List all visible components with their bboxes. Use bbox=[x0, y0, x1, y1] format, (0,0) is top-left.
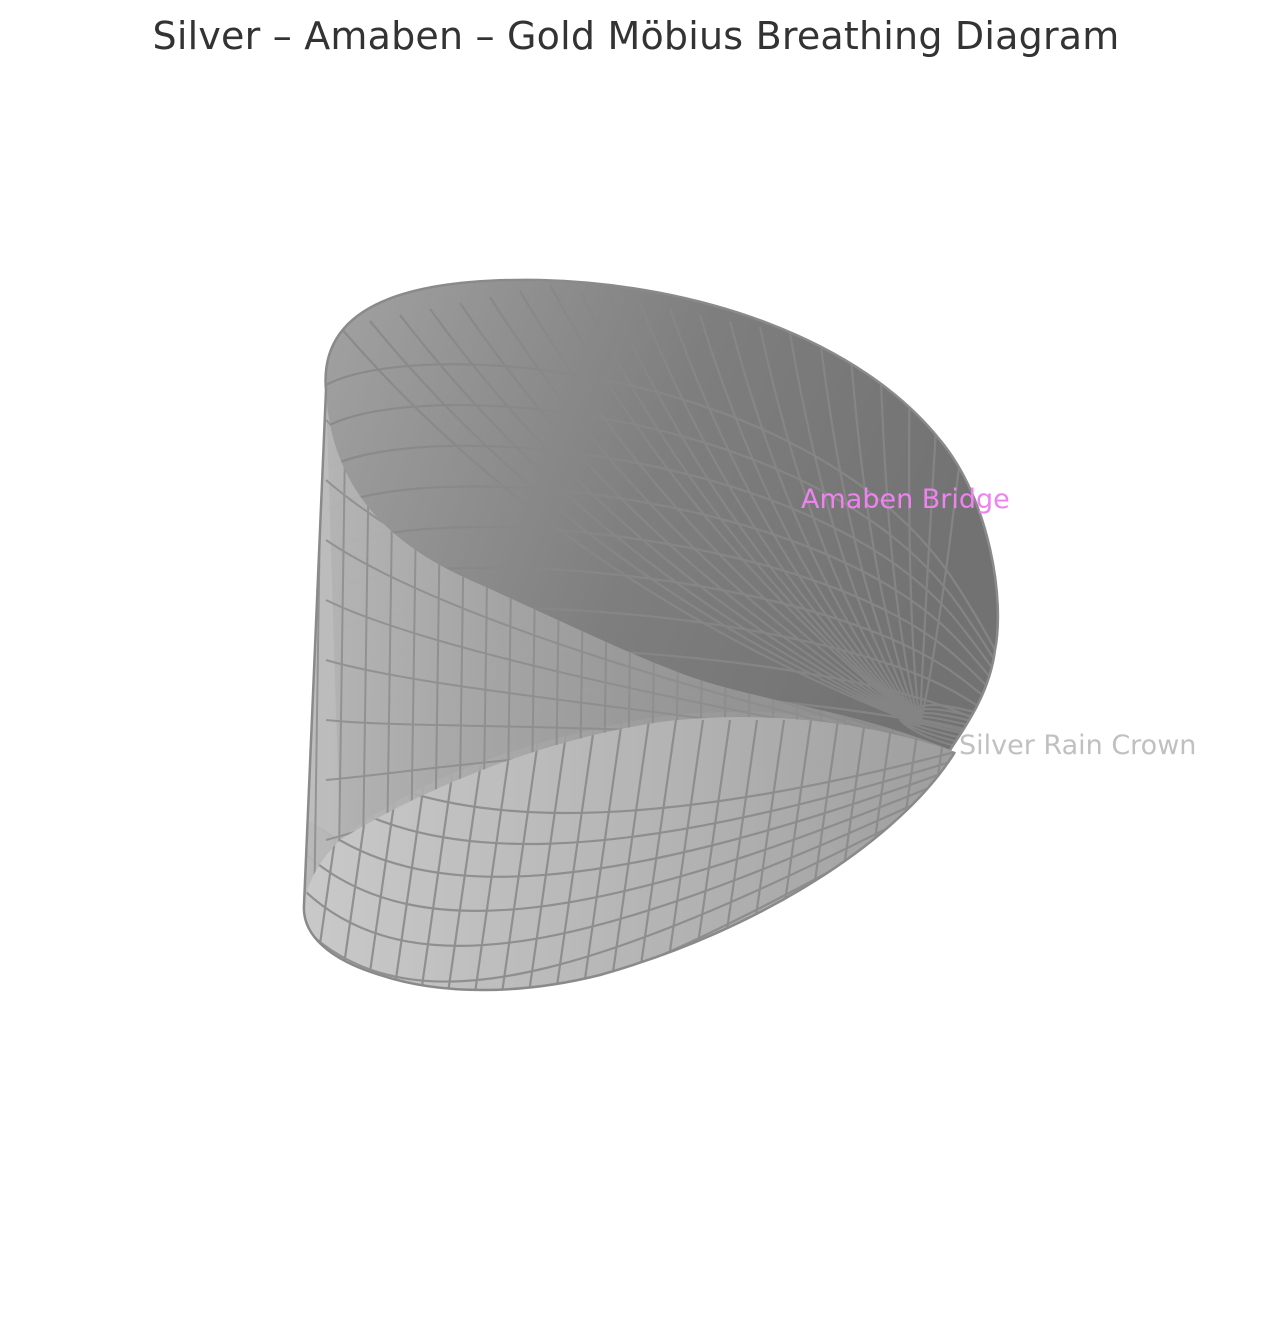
mesh-line bbox=[339, 326, 921, 727]
mesh-line bbox=[553, 719, 597, 990]
mesh-line bbox=[908, 356, 922, 726]
mesh-line bbox=[337, 390, 347, 905]
mesh-line bbox=[788, 332, 921, 726]
mesh-line bbox=[848, 344, 922, 726]
mesh-line bbox=[698, 314, 921, 726]
mesh-line bbox=[304, 776, 955, 912]
mesh-line bbox=[459, 302, 921, 726]
mesh-line bbox=[519, 290, 921, 726]
mesh-line bbox=[429, 308, 921, 726]
mesh-line bbox=[579, 290, 921, 726]
mesh-line bbox=[472, 719, 516, 990]
label-silver-rain-crown: Silver Rain Crown bbox=[959, 730, 1196, 761]
mesh-line bbox=[549, 284, 921, 726]
diagram-title: Silver – Amaben – Gold Möbius Breathing … bbox=[152, 14, 1120, 58]
band-outline bbox=[302, 278, 1000, 992]
mesh-line bbox=[499, 719, 543, 990]
label-amaben-bridge: Amaben Bridge bbox=[801, 484, 1010, 515]
mesh-line bbox=[728, 320, 921, 726]
mesh-line bbox=[634, 719, 678, 990]
mesh-line bbox=[668, 308, 921, 726]
mesh-line bbox=[325, 363, 998, 721]
mesh-line bbox=[608, 296, 921, 726]
mesh-line bbox=[489, 296, 921, 726]
mesh-line bbox=[580, 719, 624, 990]
mesh-line bbox=[526, 719, 570, 990]
mesh-line bbox=[878, 350, 922, 726]
mesh-line bbox=[369, 320, 921, 727]
mesh-line bbox=[304, 793, 955, 983]
mesh-line bbox=[758, 326, 921, 726]
mesh-line bbox=[638, 302, 921, 726]
mesh-line bbox=[607, 719, 651, 990]
mesh-line bbox=[399, 314, 921, 726]
mesh-line bbox=[818, 338, 921, 726]
